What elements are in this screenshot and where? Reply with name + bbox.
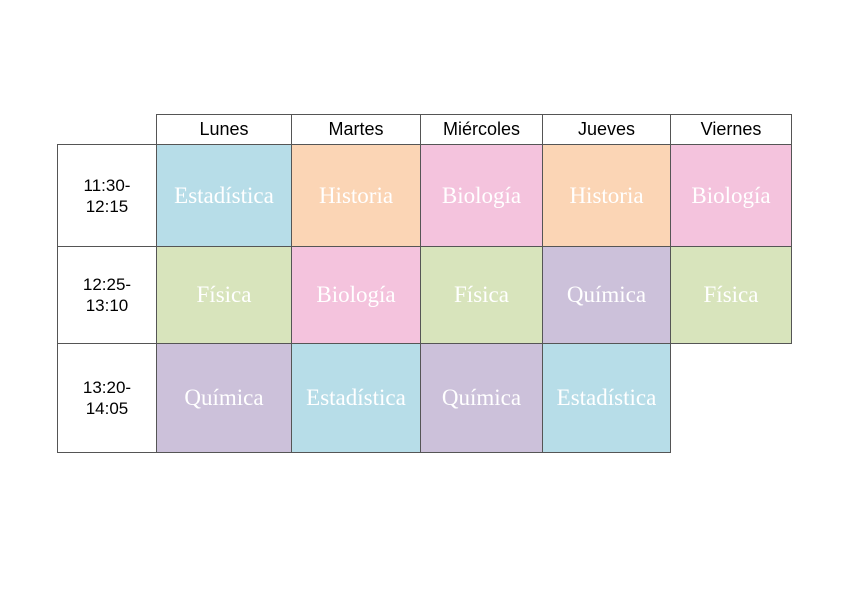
subject-cell: Historia: [291, 144, 421, 247]
subject-cell: Estadística: [291, 343, 421, 453]
subject-cell: Física: [156, 246, 292, 344]
subject-cell: Química: [542, 246, 671, 344]
subject-cell: Estadística: [542, 343, 671, 453]
time-slot-2: 12:25- 13:10: [57, 246, 157, 344]
subject-cell: Química: [420, 343, 543, 453]
day-header-1: Lunes: [156, 114, 292, 145]
subject-cell: Química: [156, 343, 292, 453]
day-header-2: Martes: [291, 114, 421, 145]
subject-cell: Estadística: [156, 144, 292, 247]
subject-cell: Biología: [291, 246, 421, 344]
subject-cell: Biología: [670, 144, 792, 247]
subject-cell: Biología: [420, 144, 543, 247]
day-header-4: Jueves: [542, 114, 671, 145]
empty-cell: [670, 343, 792, 453]
day-header-5: Viernes: [670, 114, 792, 145]
time-slot-1: 11:30- 12:15: [57, 144, 157, 247]
subject-cell: Física: [420, 246, 543, 344]
subject-cell: Historia: [542, 144, 671, 247]
subject-cell: Física: [670, 246, 792, 344]
time-slot-3: 13:20- 14:05: [57, 343, 157, 453]
day-header-3: Miércoles: [420, 114, 543, 145]
